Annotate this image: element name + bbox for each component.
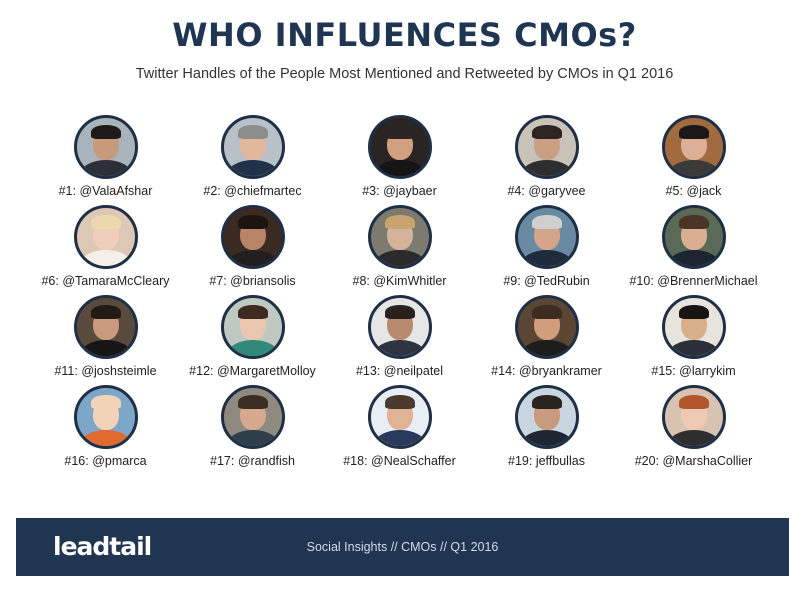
influencer-card: #14: @bryankramer bbox=[473, 295, 620, 385]
avatar bbox=[73, 205, 138, 269]
avatar bbox=[661, 295, 726, 359]
influencer-card: #2: @chiefmartec bbox=[179, 115, 326, 205]
twitter-handle: #20: @MarshaCollier bbox=[634, 454, 753, 468]
twitter-handle: #2: @chiefmartec bbox=[203, 184, 302, 198]
avatar bbox=[220, 385, 285, 449]
twitter-handle: #1: @ValaAfshar bbox=[58, 184, 153, 198]
avatar bbox=[514, 115, 579, 179]
influencer-card: #8: @KimWhitler bbox=[326, 205, 473, 295]
footer-bar: leadtail Social Insights // CMOs // Q1 2… bbox=[16, 518, 789, 576]
influencer-card: #11: @joshsteimle bbox=[32, 295, 179, 385]
avatar bbox=[73, 385, 138, 449]
avatar bbox=[73, 295, 138, 359]
avatar bbox=[514, 295, 579, 359]
avatar bbox=[661, 385, 726, 449]
avatar bbox=[220, 115, 285, 179]
avatar bbox=[661, 115, 726, 179]
influencer-card: #1: @ValaAfshar bbox=[32, 115, 179, 205]
leadtail-logo: leadtail bbox=[53, 532, 152, 561]
twitter-handle: #14: @bryankramer bbox=[491, 364, 602, 378]
footer-text: Social Insights // CMOs // Q1 2016 bbox=[306, 540, 499, 554]
influencer-card: #13: @neilpatel bbox=[326, 295, 473, 385]
page-subtitle: Twitter Handles of the People Most Menti… bbox=[135, 66, 674, 82]
avatar bbox=[220, 295, 285, 359]
influencer-card: #3: @jaybaer bbox=[326, 115, 473, 205]
influencer-card: #6: @TamaraMcCleary bbox=[32, 205, 179, 295]
twitter-handle: #12: @MargaretMolloy bbox=[189, 364, 316, 378]
twitter-handle: #4: @garyvee bbox=[507, 184, 586, 198]
avatar bbox=[514, 205, 579, 269]
twitter-handle: #9: @TedRubin bbox=[503, 274, 590, 288]
influencer-card: #9: @TedRubin bbox=[473, 205, 620, 295]
twitter-handle: #6: @TamaraMcCleary bbox=[41, 274, 170, 288]
influencer-card: #5: @jack bbox=[620, 115, 767, 205]
influencer-card: #17: @randfish bbox=[179, 385, 326, 475]
twitter-handle: #8: @KimWhitler bbox=[352, 274, 447, 288]
influencer-grid: #1: @ValaAfshar #2: @chiefmartec #3: @jayb… bbox=[32, 115, 767, 475]
influencer-card: #19: jeffbullas bbox=[473, 385, 620, 475]
twitter-handle: #11: @joshsteimle bbox=[54, 364, 157, 378]
twitter-handle: #15: @larrykim bbox=[651, 364, 736, 378]
avatar bbox=[73, 115, 138, 179]
twitter-handle: #16: @pmarca bbox=[64, 454, 147, 468]
twitter-handle: #3: @jaybaer bbox=[362, 184, 437, 198]
twitter-handle: #19: jeffbullas bbox=[508, 454, 585, 468]
page-title: WHO INFLUENCES CMOs? bbox=[172, 16, 637, 54]
twitter-handle: #18: @NealSchaffer bbox=[343, 454, 456, 468]
influencer-card: #12: @MargaretMolloy bbox=[179, 295, 326, 385]
twitter-handle: #5: @jack bbox=[665, 184, 722, 198]
influencer-card: #20: @MarshaCollier bbox=[620, 385, 767, 475]
avatar bbox=[367, 295, 432, 359]
avatar bbox=[367, 115, 432, 179]
avatar bbox=[367, 385, 432, 449]
influencer-card: #18: @NealSchaffer bbox=[326, 385, 473, 475]
twitter-handle: #13: @neilpatel bbox=[355, 364, 444, 378]
twitter-handle: #17: @randfish bbox=[210, 454, 295, 468]
influencer-card: #10: @BrennerMichael bbox=[620, 205, 767, 295]
avatar bbox=[367, 205, 432, 269]
influencer-card: #7: @briansolis bbox=[179, 205, 326, 295]
influencer-card: #15: @larrykim bbox=[620, 295, 767, 385]
twitter-handle: #7: @briansolis bbox=[209, 274, 296, 288]
twitter-handle: #10: @BrennerMichael bbox=[629, 274, 758, 288]
avatar bbox=[220, 205, 285, 269]
influencer-card: #16: @pmarca bbox=[32, 385, 179, 475]
avatar bbox=[661, 205, 726, 269]
influencer-card: #4: @garyvee bbox=[473, 115, 620, 205]
avatar bbox=[514, 385, 579, 449]
